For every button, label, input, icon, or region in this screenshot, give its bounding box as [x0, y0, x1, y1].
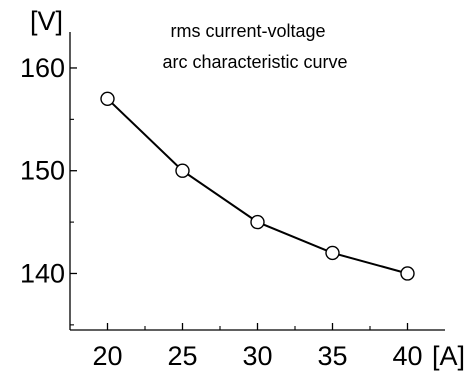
y-tick-label: 160 [20, 53, 65, 83]
chart-title-line-2: arc characteristic curve [162, 52, 347, 72]
data-point-marker [325, 245, 340, 261]
y-tick-label: 150 [20, 156, 65, 186]
x-ticks: 20 25 30 35 40 [92, 323, 423, 371]
x-tick-label: 40 [392, 341, 422, 371]
series-layer [100, 91, 415, 281]
data-point-marker [175, 163, 190, 178]
y-ticks: 140 150 160 [20, 53, 77, 326]
data-point-marker [400, 266, 415, 281]
y-tick-label: 140 [20, 258, 65, 288]
series-line [106, 98, 408, 275]
data-point-marker [250, 214, 265, 230]
chart-title-line-1: rms current-voltage [170, 21, 325, 41]
x-tick-label: 25 [167, 341, 197, 371]
x-tick-label: 20 [92, 341, 122, 371]
chart-axes [69, 32, 445, 331]
x-axis-unit-label: [A] [432, 341, 465, 371]
y-axis-unit-label: [V] [30, 6, 63, 36]
x-tick-label: 30 [242, 341, 272, 371]
data-point-marker [100, 91, 115, 106]
x-tick-label: 35 [317, 341, 347, 371]
